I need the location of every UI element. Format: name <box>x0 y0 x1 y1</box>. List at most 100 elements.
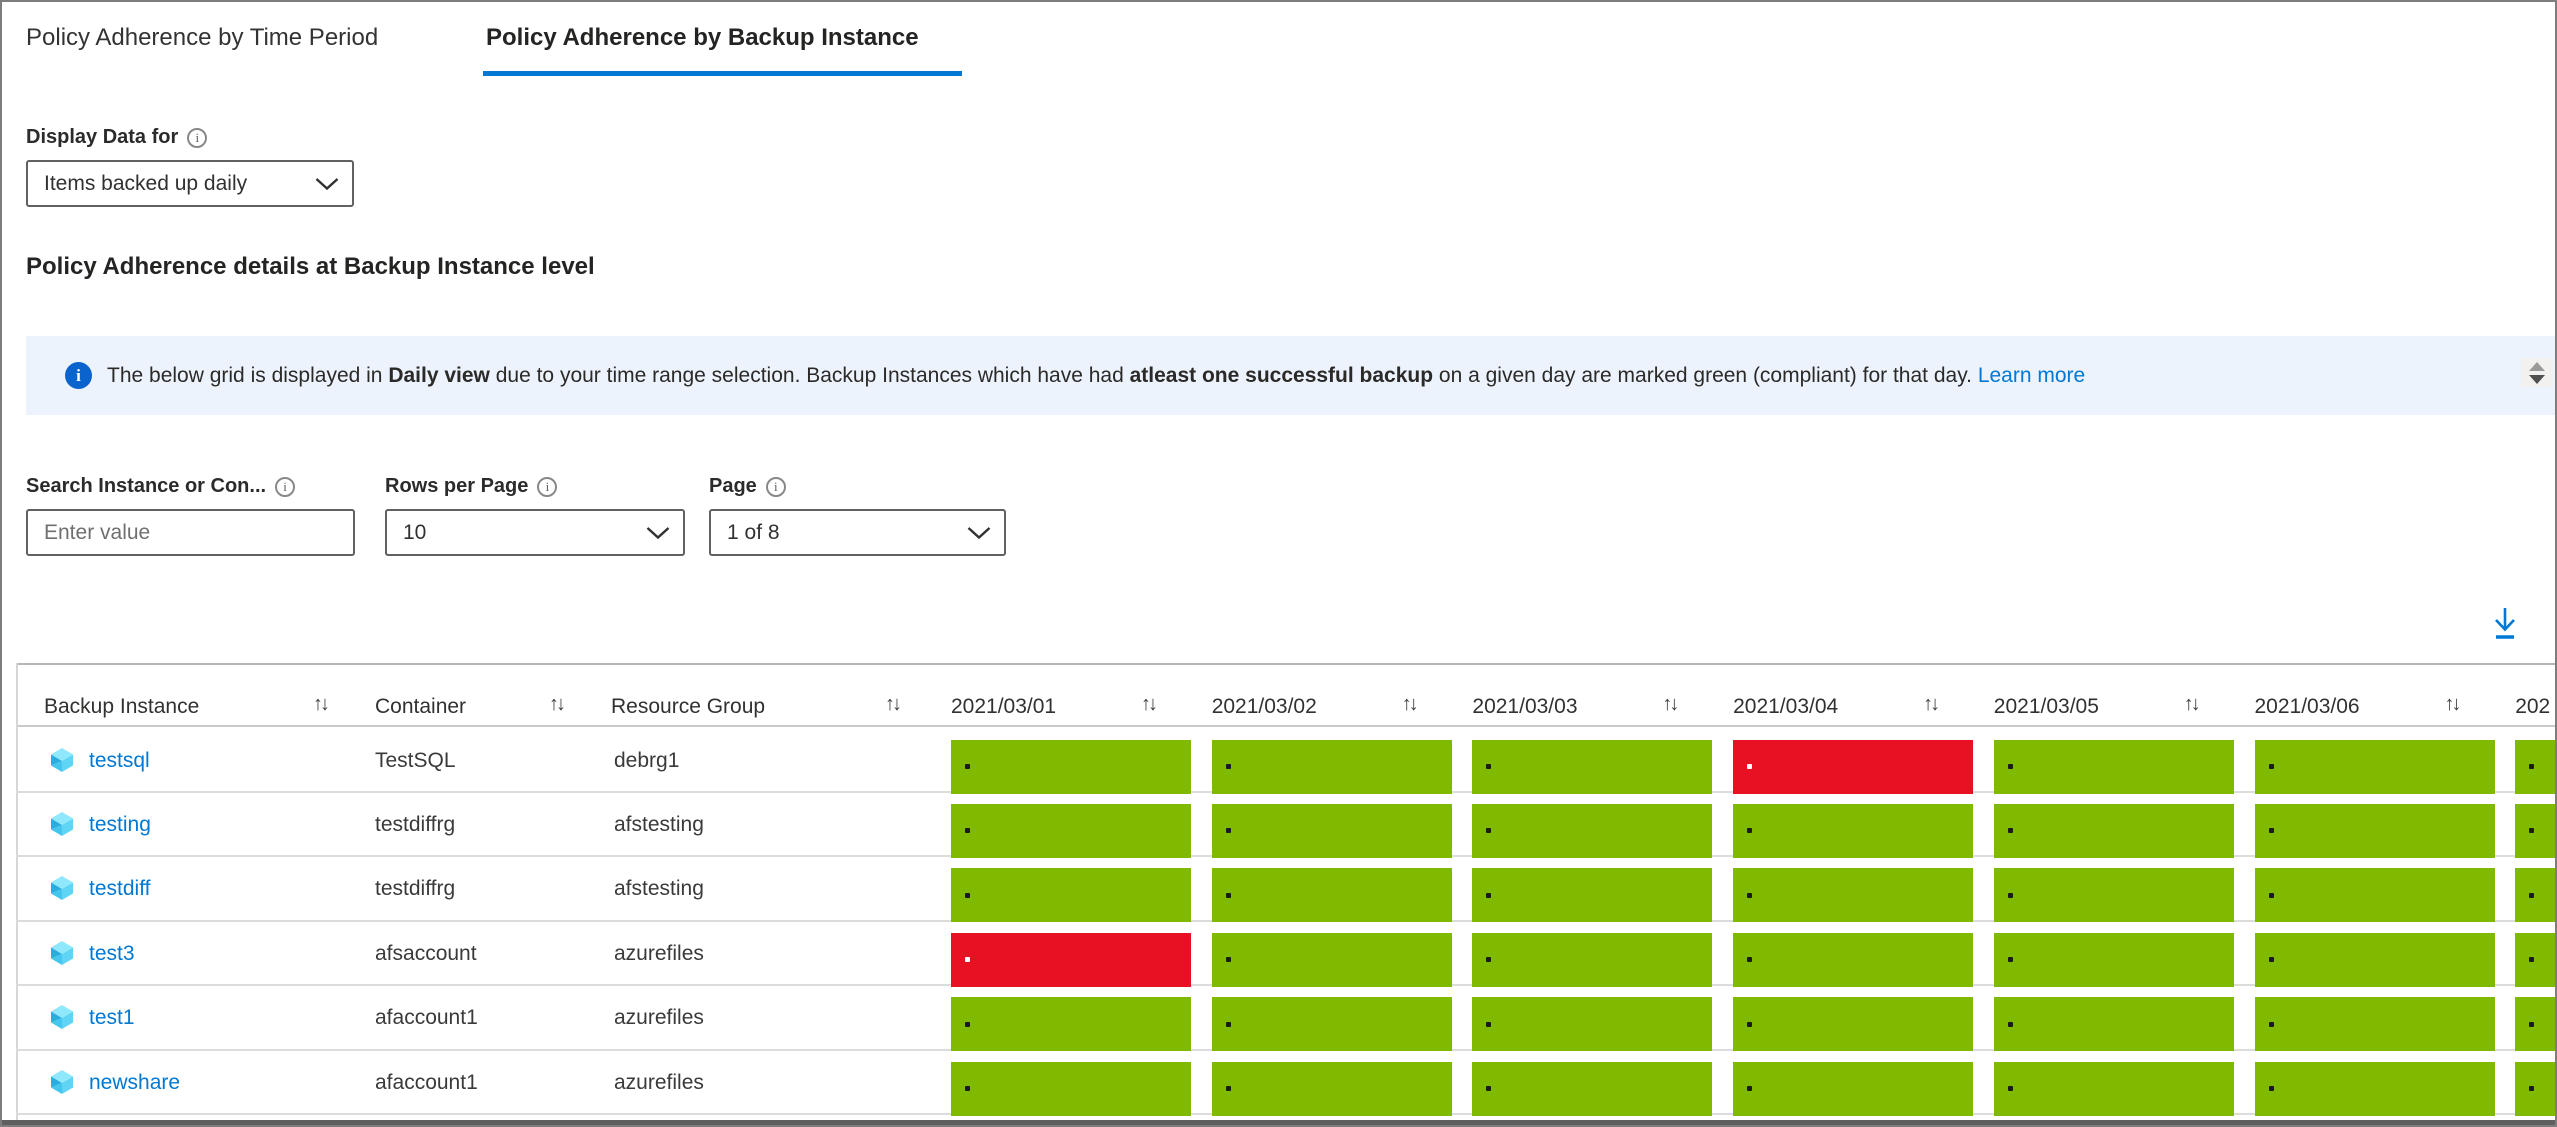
sort-icon[interactable]: ↑↓ <box>1662 693 1679 715</box>
sort-icon[interactable]: ↑↓ <box>549 693 566 715</box>
adherence-cell-green <box>1733 997 1974 1052</box>
spinner-up-icon[interactable] <box>2529 361 2545 371</box>
resource-group-cell: afstesting <box>614 877 704 901</box>
status-dot <box>1225 957 1231 963</box>
status-dot <box>2007 892 2013 898</box>
display-data-for-label: Display Data for i <box>26 126 208 149</box>
status-dot <box>2007 1086 2013 1092</box>
info-icon[interactable]: i <box>187 127 208 148</box>
container-cell: afaccount1 <box>375 1070 478 1094</box>
backup-instance-cube-icon <box>50 940 74 966</box>
status-dot <box>2529 764 2535 769</box>
learn-more-link[interactable]: Learn more <box>1977 363 2086 387</box>
info-icon[interactable]: i <box>765 476 786 497</box>
backup-instance-cube-icon <box>50 1004 74 1030</box>
status-dot <box>965 957 970 963</box>
rows-per-page-label: Rows per Page i <box>385 475 558 498</box>
info-icon[interactable]: i <box>537 476 558 497</box>
column-header-resource-group: Resource Group <box>611 695 766 718</box>
table-row: newshare afaccount1 azurefiles <box>16 1051 2557 1116</box>
adherence-cell-green <box>2254 932 2495 987</box>
backup-instance-link[interactable]: testing <box>89 812 151 836</box>
sort-icon[interactable]: ↑↓ <box>885 693 902 715</box>
adherence-cell-green <box>1993 1061 2234 1116</box>
status-dot <box>1747 764 1753 769</box>
download-button[interactable] <box>2484 601 2526 647</box>
status-dot <box>2529 1086 2535 1092</box>
table-left-border <box>16 663 18 1120</box>
table-row: test3 afsaccount azurefiles <box>16 922 2557 987</box>
column-header-date: 2021/03/04 <box>1733 695 1839 718</box>
adherence-cell-green <box>1993 803 2234 858</box>
adherence-cell-green <box>2515 997 2557 1052</box>
status-dot <box>965 828 970 834</box>
scroll-spinner[interactable] <box>2521 358 2553 387</box>
rows-per-page-value: 10 <box>403 520 427 544</box>
display-data-for-text: Display Data for <box>26 126 179 148</box>
tab-policy-adherence-by-time-period[interactable]: Policy Adherence by Time Period <box>26 24 379 51</box>
backup-instance-link[interactable]: test3 <box>89 941 135 965</box>
status-dot <box>1747 892 1753 898</box>
status-dot <box>965 1021 970 1027</box>
table-row: testing testdiffrg afstesting <box>16 793 2557 858</box>
status-dot <box>1747 1086 1753 1092</box>
column-header-date: 2021/03/05 <box>1993 695 2099 718</box>
resource-group-cell: azurefiles <box>614 1070 704 1094</box>
adherence-cell-green <box>2254 803 2495 858</box>
adherence-cell-green <box>951 739 1191 794</box>
page-label: Page i <box>709 475 786 498</box>
display-data-dropdown[interactable]: Items backed up daily <box>26 160 354 207</box>
status-dot <box>1486 1086 1492 1092</box>
backup-instance-link[interactable]: testdiff <box>89 877 151 901</box>
sort-icon[interactable]: ↑↓ <box>1923 693 1940 715</box>
pane-bottom-edge <box>0 1120 2557 1125</box>
sort-icon[interactable]: ↑↓ <box>2183 693 2201 715</box>
status-dot <box>2007 1021 2013 1027</box>
status-dot <box>2268 1086 2274 1092</box>
adherence-cell-green <box>1993 997 2234 1052</box>
status-dot <box>2529 957 2535 963</box>
banner-text-segment: The below grid is displayed in <box>107 363 389 387</box>
search-input[interactable] <box>26 509 355 556</box>
adherence-cell-green <box>2254 739 2495 794</box>
status-dot <box>1747 957 1753 963</box>
status-dot <box>2007 957 2013 963</box>
column-header-date: 202 <box>2515 695 2551 718</box>
container-cell: testdiffrg <box>375 877 456 901</box>
resource-group-cell: azurefiles <box>614 941 704 965</box>
adherence-cell-red <box>951 932 1191 987</box>
backup-instance-link[interactable]: testsql <box>89 748 150 772</box>
tab-policy-adherence-by-backup-instance[interactable]: Policy Adherence by Backup Instance <box>486 24 919 51</box>
backup-instance-link[interactable]: newshare <box>89 1070 181 1094</box>
table-row: testdiff testdiffrg afstesting <box>16 857 2557 923</box>
adherence-cell-green <box>1472 932 1713 987</box>
status-dot <box>1486 892 1492 898</box>
backup-instance-cube-icon <box>50 1069 74 1095</box>
adherence-cell-green <box>1733 932 1974 987</box>
sort-icon[interactable]: ↑↓ <box>2444 693 2462 715</box>
search-label-text: Search Instance or Con... <box>26 475 267 497</box>
column-header-backup-instance: Backup Instance <box>44 695 200 718</box>
chevron-down-icon <box>315 177 339 190</box>
banner-text-segment: Daily view <box>388 363 490 387</box>
status-dot <box>1486 1021 1492 1027</box>
sort-icon[interactable]: ↑↓ <box>1401 693 1419 715</box>
adherence-cell-green <box>1733 803 1974 858</box>
adherence-cell-green <box>2515 932 2557 987</box>
status-dot <box>965 764 970 769</box>
resource-group-cell: afstesting <box>614 812 704 836</box>
page-dropdown[interactable]: 1 of 8 <box>709 509 1006 556</box>
spinner-down-icon[interactable] <box>2529 374 2545 384</box>
container-cell: TestSQL <box>375 748 456 772</box>
adherence-cell-green <box>1472 739 1713 794</box>
status-dot <box>1747 828 1753 834</box>
info-icon[interactable]: i <box>275 476 296 497</box>
sort-icon[interactable]: ↑↓ <box>313 693 330 715</box>
rows-per-page-dropdown[interactable]: 10 <box>385 509 685 556</box>
backup-instance-link[interactable]: test1 <box>89 1006 135 1030</box>
adherence-cell-green <box>2254 997 2495 1052</box>
adherence-cell-green <box>2254 868 2495 923</box>
backup-instance-cube-icon <box>50 875 74 901</box>
sort-icon[interactable]: ↑↓ <box>1141 693 1158 715</box>
